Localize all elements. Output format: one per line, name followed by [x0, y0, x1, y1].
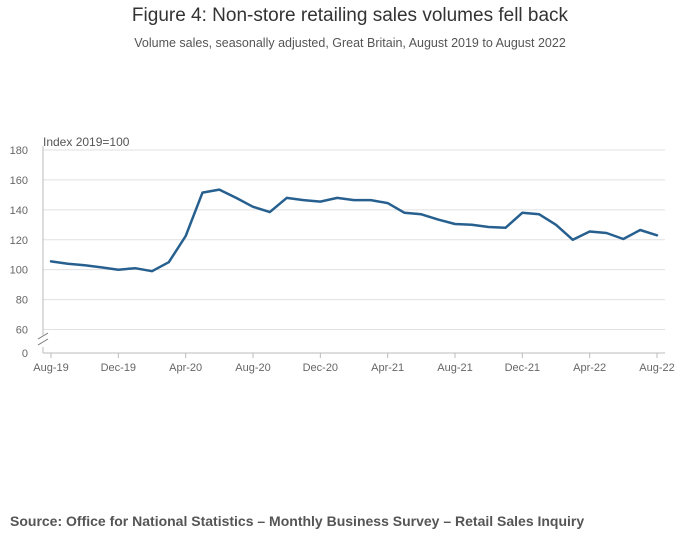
y-tick-label: 120: [10, 235, 28, 247]
y-axis-unit-label: Index 2019=100: [43, 135, 130, 149]
x-tick-label: Dec-19: [101, 362, 136, 374]
y-tick-label: 0: [22, 348, 28, 360]
y-tick-label: 80: [16, 295, 28, 307]
x-tick-label: Aug-20: [235, 362, 270, 374]
x-tick-label: Apr-22: [573, 362, 606, 374]
x-tick-label: Aug-21: [437, 362, 472, 374]
x-tick-label: Aug-22: [639, 362, 674, 374]
axes: 0 60 80 100 120 140 160 180 Aug-19 Dec-19 Apr-20 Au…: [10, 145, 675, 374]
y-tick-label: 100: [10, 265, 28, 277]
series-line: [49, 188, 659, 273]
y-tick-label: 160: [10, 175, 28, 187]
x-tick-label: Apr-20: [169, 362, 202, 374]
axis-break-mark: [37, 332, 49, 340]
chart-subtitle: Volume sales, seasonally adjusted, Great…: [134, 36, 566, 50]
y-tick-label: 180: [10, 145, 28, 157]
x-tick-label: Dec-20: [303, 362, 338, 374]
y-tick-label: 60: [16, 325, 28, 337]
series-layer: [49, 188, 659, 273]
axis-break-mark: [37, 338, 49, 346]
source-note: Source: Office for National Statistics –…: [10, 513, 585, 529]
x-tick-label: Dec-21: [505, 362, 540, 374]
y-tick-label: 140: [10, 205, 28, 217]
chart-title: Figure 4: Non-store retailing sales volu…: [131, 5, 569, 26]
x-tick-label: Apr-21: [371, 362, 404, 374]
x-tick-label: Aug-19: [33, 362, 68, 374]
